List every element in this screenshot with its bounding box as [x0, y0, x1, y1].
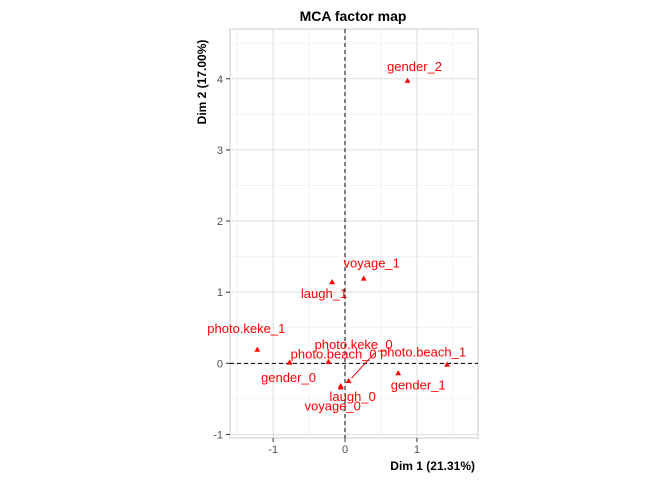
point-label: voyage_1 [344, 256, 400, 271]
point-label: gender_2 [387, 59, 442, 74]
panel-border [229, 28, 479, 439]
point-label: gender_0 [261, 370, 316, 385]
x-axis-ticks: -1 0 1 [268, 438, 420, 456]
y-tick-label: 1 [217, 287, 223, 299]
y-tick-label: -1 [213, 429, 223, 441]
chart-title: MCA factor map [300, 8, 407, 24]
plot-panel: gender_2 voyage_1 laugh_1 photo.keke_1photo… [207, 28, 479, 439]
point-label: laugh_0 [330, 389, 376, 404]
point-marker [325, 358, 332, 364]
point-marker [404, 77, 411, 83]
x-axis-label: Dim 1 (21.31%) [390, 459, 475, 473]
label-leader-lines [351, 352, 375, 379]
point-label: voyage_0 [305, 398, 361, 413]
gridlines [230, 29, 478, 438]
y-axis-label: Dim 2 (17.00%) [195, 40, 209, 125]
point-marker [360, 275, 367, 281]
x-tick-label: 1 [414, 444, 420, 456]
y-tick-label: 2 [217, 216, 223, 228]
point-label: photo.keke_0 [315, 337, 393, 352]
data-points [254, 77, 450, 390]
point-marker [286, 359, 293, 365]
y-tick-label: 0 [217, 358, 223, 370]
point-marker [345, 377, 352, 384]
point-label: photo.beach_1 [380, 345, 466, 360]
reference-lines [230, 29, 478, 438]
point-marker [395, 370, 402, 376]
x-tick-label: -1 [268, 444, 278, 456]
point-label: photo.beach_0 [291, 347, 377, 362]
point-marker [329, 279, 335, 285]
y-tick-label: 4 [217, 74, 223, 86]
point-labels: gender_2 voyage_1 laugh_1 photo.keke_1photo… [207, 59, 466, 414]
point-marker [254, 346, 261, 352]
x-tick-label: 0 [342, 444, 348, 456]
label-leader-line [351, 352, 375, 379]
point-marker [444, 361, 450, 367]
point-marker [337, 384, 344, 390]
y-axis-ticks: -1 0 1 2 3 4 [213, 74, 230, 441]
point-label: gender_1 [391, 377, 446, 392]
point-label: laugh_1 [301, 286, 347, 301]
point-label: photo.keke_1 [207, 321, 285, 336]
y-tick-label: 3 [217, 145, 223, 157]
